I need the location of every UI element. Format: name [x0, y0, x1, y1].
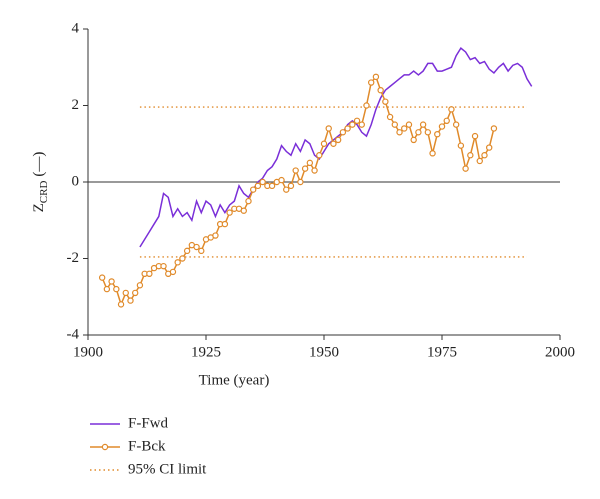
point [405, 121, 413, 128]
point [339, 129, 347, 136]
point [429, 150, 436, 157]
point [287, 182, 295, 190]
point [259, 178, 266, 186]
point [363, 102, 370, 109]
legend-label: F-Fwd [128, 415, 169, 431]
point [103, 285, 111, 293]
point [358, 121, 365, 128]
point [344, 125, 351, 132]
point [490, 125, 498, 132]
point [424, 129, 432, 136]
point [377, 86, 384, 94]
x-tick-label: 1975 [427, 344, 457, 360]
point [306, 159, 314, 167]
point [122, 289, 129, 297]
point [278, 176, 285, 184]
x-axis-label: Time (year) [199, 372, 270, 388]
y-label-sub: CRD [38, 181, 50, 204]
y-label-main: Z [31, 203, 47, 212]
point [169, 268, 177, 276]
point [434, 130, 441, 138]
point [320, 140, 328, 147]
point [486, 144, 493, 151]
x-tick-label: 2000 [545, 344, 575, 360]
point [127, 297, 134, 304]
legend-marker [101, 443, 109, 451]
y-tick-label: 2 [72, 97, 80, 113]
y-tick-label: 0 [72, 173, 80, 189]
point [410, 136, 417, 144]
point [353, 117, 361, 125]
point [254, 182, 262, 190]
y-tick-label: -4 [67, 326, 80, 342]
x-tick-label: 1925 [191, 344, 221, 360]
point [452, 121, 460, 128]
point [386, 113, 394, 121]
point [108, 278, 115, 285]
legend-label: F-Bck [128, 438, 166, 454]
point [301, 165, 309, 172]
series-line [101, 75, 495, 307]
point [249, 186, 257, 193]
legend-label: 95% CI limit [128, 461, 207, 477]
y-tick-label: 4 [72, 20, 80, 36]
point [325, 125, 332, 132]
point [401, 125, 408, 132]
point [193, 243, 200, 251]
point [443, 117, 450, 125]
point [330, 140, 337, 147]
point [368, 79, 375, 86]
point [334, 136, 342, 144]
point [174, 259, 181, 266]
point [183, 247, 191, 255]
point [221, 220, 229, 228]
point [462, 165, 469, 172]
point [268, 182, 276, 190]
point [179, 255, 186, 262]
point [415, 129, 422, 136]
point [448, 106, 455, 113]
point [311, 167, 318, 174]
point [438, 123, 446, 130]
point [457, 142, 465, 149]
point [349, 121, 356, 128]
y-label-unit: (—) [31, 152, 47, 177]
point [245, 197, 252, 205]
point [372, 73, 380, 81]
point [283, 186, 290, 193]
point [382, 98, 389, 105]
point [396, 129, 403, 136]
point [131, 289, 139, 297]
point [240, 207, 247, 214]
point [117, 301, 125, 308]
y-tick-label: -2 [67, 250, 80, 266]
point [98, 274, 106, 281]
point [160, 262, 167, 270]
point [419, 121, 427, 128]
point [146, 270, 153, 277]
x-tick-label: 1900 [73, 344, 103, 360]
point [481, 152, 488, 159]
point [226, 209, 233, 216]
point [292, 167, 299, 174]
point [198, 247, 205, 255]
point [467, 152, 474, 159]
point [391, 121, 398, 128]
point [476, 157, 483, 165]
x-tick-label: 1950 [309, 344, 339, 360]
y-axis-label: ZCRD (—) [31, 152, 49, 213]
point [471, 132, 479, 140]
point [297, 178, 304, 186]
point [212, 232, 219, 239]
point [316, 152, 323, 159]
point [113, 285, 120, 293]
point [136, 282, 144, 289]
